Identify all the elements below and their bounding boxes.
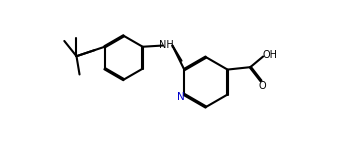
Text: NH: NH <box>159 40 174 50</box>
Text: OH: OH <box>262 50 277 60</box>
Text: O: O <box>258 81 266 91</box>
Text: N: N <box>177 92 184 102</box>
